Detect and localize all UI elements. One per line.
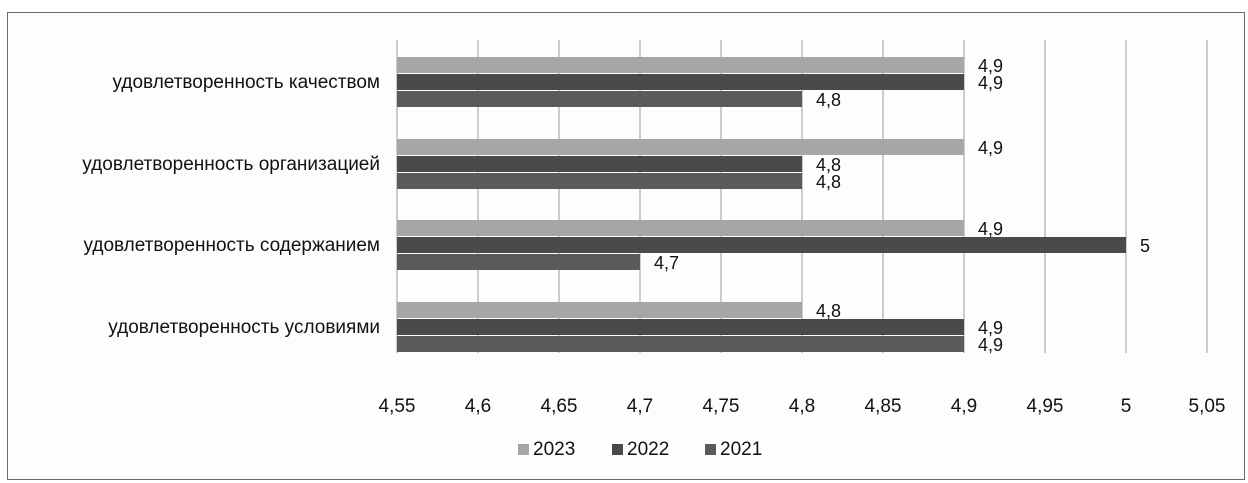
data-label-2021-2: 4,7 [654,253,679,273]
x-tick-label-0: 4,55 [379,396,416,417]
x-tick-label-1: 4,6 [465,396,491,417]
data-label-2023-2: 4,9 [978,219,1003,239]
data-label-2021-1: 4,8 [816,172,841,192]
data-label-2021-3: 4,9 [978,335,1003,355]
legend-label-2021: 2021 [720,439,762,460]
x-tick-label-8: 4,95 [1027,396,1064,417]
data-label-2022-3: 4,9 [978,318,1003,338]
category-label-0: удовлетворенность качеством [113,72,380,93]
data-label-2022-1: 4,8 [816,155,841,175]
legend-swatch-2021 [705,444,716,455]
data-label-2022-2: 5 [1140,236,1150,256]
legend-swatch-2022 [612,444,623,455]
x-tick-label-7: 4,9 [951,396,977,417]
x-tick-label-4: 4,75 [703,396,740,417]
bar-2022-2 [397,237,1126,253]
data-label-2022-0: 4,9 [978,73,1003,93]
x-tick-label-9: 5 [1121,396,1132,417]
category-label-3: удовлетворенность условиями [108,317,380,338]
bar-2022-1 [397,156,802,172]
bar-2021-1 [397,173,802,189]
category-label-2: удовлетворенность содержанием [83,235,380,256]
bar-2022-0 [397,74,964,90]
bar-2023-3 [397,302,802,318]
bar-2021-2 [397,254,640,270]
x-tick-label-3: 4,7 [627,396,653,417]
bar-2023-0 [397,57,964,73]
category-label-1: удовлетворенность организацией [82,154,380,175]
x-tick-label-6: 4,85 [865,396,902,417]
x-tick-label-5: 4,8 [789,396,815,417]
data-label-2023-1: 4,9 [978,138,1003,158]
bar-2023-1 [397,139,964,155]
data-label-2023-3: 4,8 [816,301,841,321]
legend-label-2023: 2023 [533,439,575,460]
bar-2022-3 [397,319,964,335]
data-label-2021-0: 4,8 [816,90,841,110]
x-tick-label-10: 5,05 [1189,396,1226,417]
bar-2021-3 [397,336,964,352]
data-label-2023-0: 4,9 [978,56,1003,76]
legend-label-2022: 2022 [627,439,669,460]
bar-2023-2 [397,220,964,236]
bar-2021-0 [397,91,802,107]
legend-swatch-2023 [518,444,529,455]
x-tick-label-2: 4,65 [541,396,578,417]
